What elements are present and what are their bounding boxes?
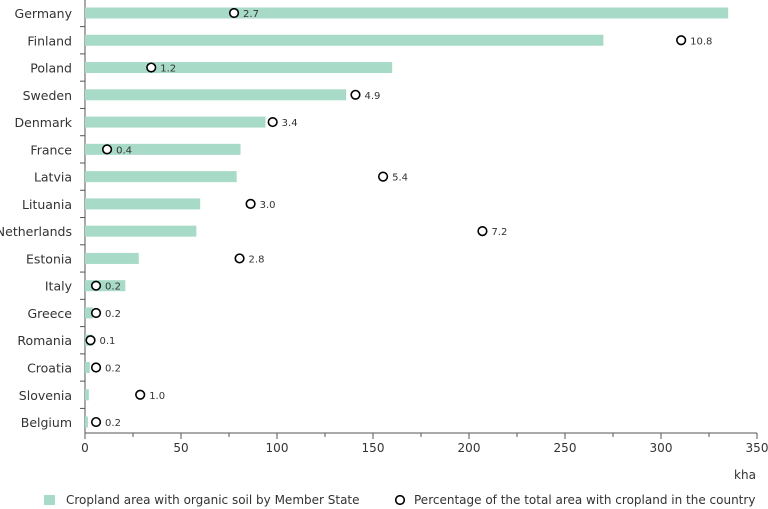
percentage-marker bbox=[676, 35, 687, 46]
data-label: 7.2 bbox=[491, 227, 507, 238]
percentage-marker bbox=[245, 198, 256, 209]
data-label: 1.0 bbox=[149, 391, 165, 402]
data-label: 1.2 bbox=[160, 64, 176, 75]
bar bbox=[85, 389, 89, 401]
percentage-marker bbox=[90, 280, 102, 291]
data-label: 0.2 bbox=[105, 282, 121, 293]
percentage-marker bbox=[228, 7, 240, 19]
x-tick-label: 200 bbox=[458, 441, 481, 455]
percentage-marker bbox=[234, 253, 245, 264]
x-axis-label: kha bbox=[734, 468, 756, 482]
category-label: Slovenia bbox=[19, 388, 72, 403]
legend-bar-label: Cropland area with organic soil by Membe… bbox=[66, 493, 360, 507]
legend-bar-swatch bbox=[44, 495, 55, 505]
x-tick-label: 350 bbox=[746, 441, 768, 455]
percentage-marker bbox=[101, 144, 113, 155]
data-label: 0.2 bbox=[105, 309, 121, 320]
category-label: Sweden bbox=[23, 88, 72, 103]
bar bbox=[85, 171, 237, 183]
x-tick-label: 150 bbox=[362, 441, 385, 455]
data-label: 0.2 bbox=[105, 418, 121, 429]
bar bbox=[85, 7, 729, 19]
bar bbox=[85, 34, 604, 46]
category-label: Romania bbox=[17, 333, 72, 348]
bar bbox=[85, 116, 266, 128]
percentage-marker bbox=[135, 389, 146, 400]
data-label: 2.7 bbox=[243, 9, 259, 20]
bar bbox=[85, 225, 197, 237]
percentage-marker bbox=[85, 335, 96, 346]
x-tick-label: 250 bbox=[554, 441, 577, 455]
data-label: 0.4 bbox=[116, 145, 132, 156]
category-label: Lituania bbox=[22, 197, 72, 212]
bar bbox=[85, 416, 88, 428]
category-label: Greece bbox=[28, 306, 73, 321]
legend-marker-swatch bbox=[394, 494, 406, 506]
percentage-marker bbox=[90, 307, 102, 319]
percentage-marker bbox=[350, 89, 361, 100]
x-tick-label: 300 bbox=[650, 441, 673, 455]
category-label: Belgium bbox=[21, 415, 72, 430]
data-label: 0.2 bbox=[105, 364, 121, 375]
category-label: Croatia bbox=[27, 361, 72, 376]
percentage-marker bbox=[267, 116, 278, 128]
bar bbox=[85, 280, 126, 292]
x-tick-label: 0 bbox=[81, 441, 89, 455]
data-label: 0.1 bbox=[100, 336, 116, 347]
category-label: Latvia bbox=[34, 170, 72, 185]
category-label: France bbox=[30, 142, 72, 157]
data-label: 2.8 bbox=[249, 254, 265, 265]
percentage-marker bbox=[477, 226, 488, 237]
bar bbox=[85, 362, 90, 374]
bar bbox=[85, 307, 93, 319]
category-label: Netherlands bbox=[0, 224, 72, 239]
data-label: 3.4 bbox=[282, 118, 298, 129]
data-label: 10.8 bbox=[690, 36, 712, 47]
data-label: 3.0 bbox=[260, 200, 276, 211]
x-tick-label: 50 bbox=[173, 441, 188, 455]
category-label: Estonia bbox=[26, 251, 72, 266]
bar bbox=[85, 143, 241, 155]
data-label: 4.9 bbox=[364, 91, 380, 102]
legend-marker-label: Percentage of the total area with cropla… bbox=[414, 493, 755, 507]
percentage-marker bbox=[377, 171, 389, 182]
bar bbox=[85, 198, 201, 210]
category-label: Poland bbox=[30, 61, 72, 76]
category-label: Italy bbox=[45, 279, 73, 294]
category-label: Finland bbox=[27, 33, 72, 48]
percentage-marker bbox=[90, 362, 102, 373]
category-label: Denmark bbox=[15, 115, 73, 130]
percentage-marker bbox=[146, 62, 157, 73]
category-label: Germany bbox=[15, 6, 73, 21]
bar bbox=[85, 62, 393, 74]
percentage-marker bbox=[90, 416, 102, 428]
bar bbox=[85, 252, 139, 264]
x-tick-label: 100 bbox=[266, 441, 289, 455]
data-label: 5.4 bbox=[392, 173, 408, 184]
bar bbox=[85, 89, 347, 101]
